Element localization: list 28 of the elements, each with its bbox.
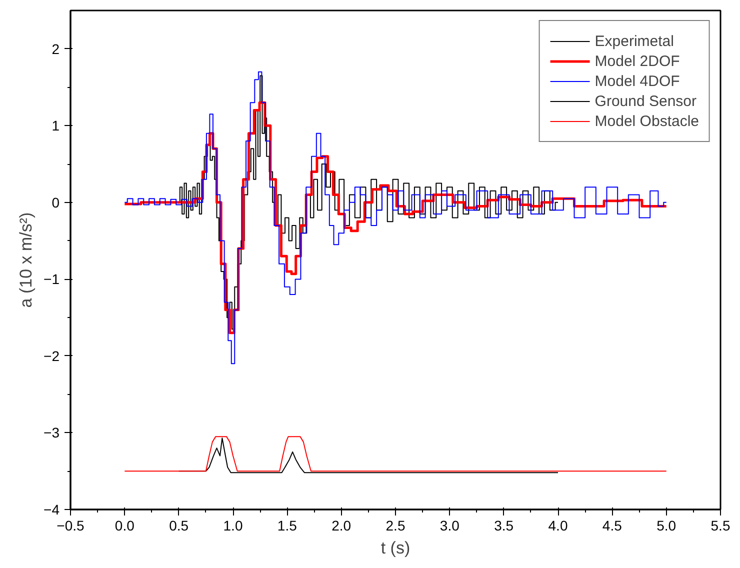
legend-label: Model 4DOF	[594, 72, 680, 90]
x-axis-title: t (s)	[380, 538, 410, 558]
x-tick-label: 3.0	[440, 518, 460, 534]
x-tick-label: −0.5	[56, 518, 85, 534]
x-tick-label: 2.5	[386, 518, 406, 534]
legend-label: Experimetal	[594, 32, 674, 50]
y-tick-label: −2	[44, 348, 60, 364]
x-tick-label: 0.5	[169, 518, 189, 534]
y-tick-label: 2	[52, 40, 60, 57]
y-axis-title: a (10 x m/s²)	[16, 212, 36, 308]
legend-label: Ground Sensor	[594, 92, 697, 110]
y-tick-label: 1	[52, 118, 60, 134]
x-tick-label: 5.0	[656, 518, 676, 534]
y-tick-label: −4	[44, 502, 60, 518]
x-tick-label: 2.0	[332, 518, 352, 534]
x-tick-label: 4.5	[602, 518, 622, 534]
line-series	[124, 436, 667, 472]
y-tick-label: 0	[52, 194, 60, 210]
x-tick-label: 5.5	[710, 518, 730, 534]
y-tick-label: −1	[44, 271, 60, 288]
y-tick-label: −3	[44, 424, 60, 441]
x-tick-label: 4.0	[548, 518, 568, 534]
legend-label: Model Obstacle	[594, 112, 699, 130]
x-tick-label: 1.0	[223, 518, 243, 534]
x-tick-label: 1.5	[277, 518, 298, 534]
x-tick-label: 3.5	[494, 518, 514, 534]
legend-label: Model 2DOF	[594, 52, 680, 70]
x-tick-label: 0.0	[114, 518, 135, 534]
